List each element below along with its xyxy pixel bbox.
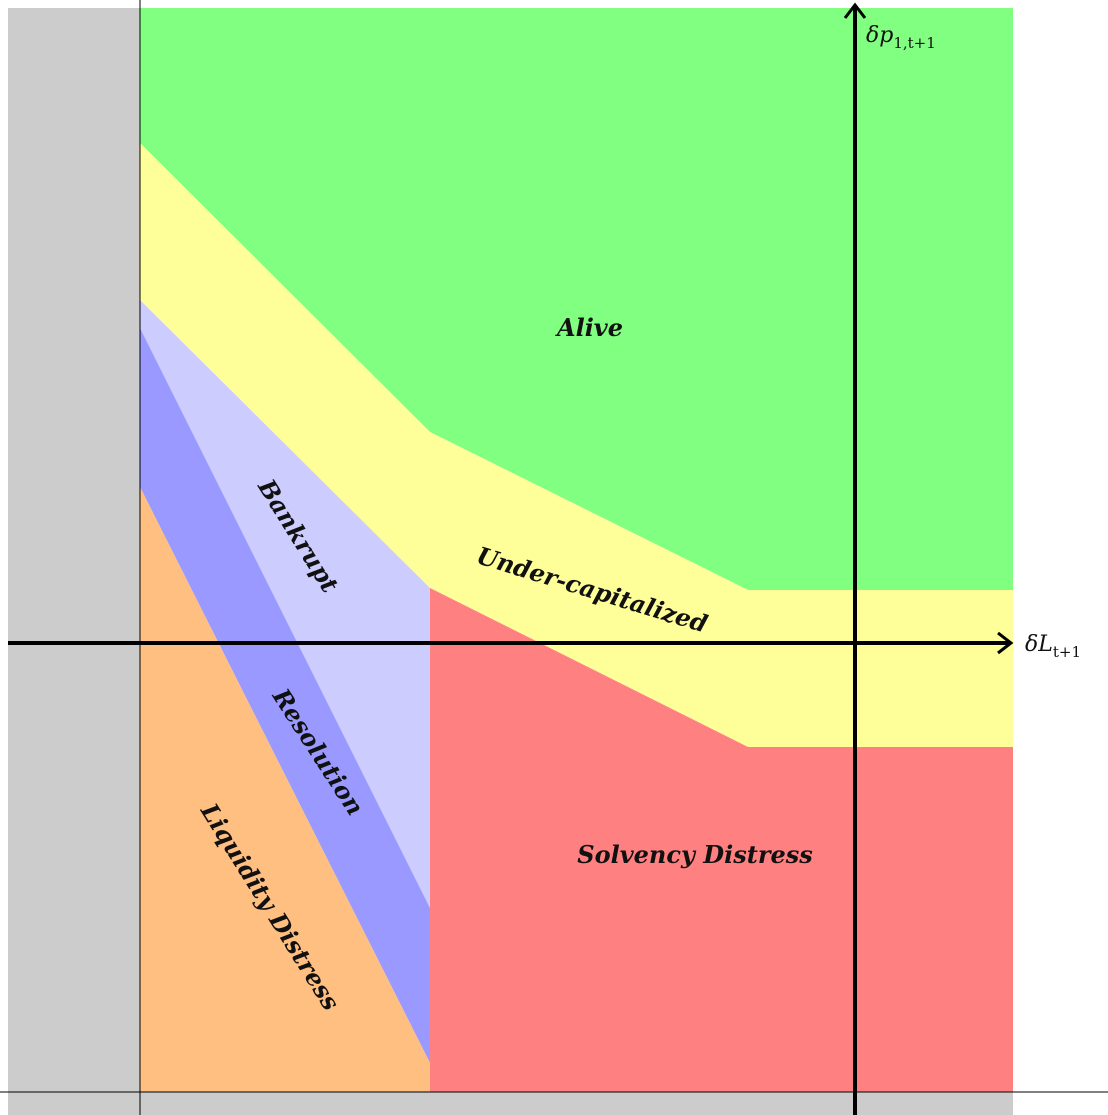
resolution-region [140, 328, 430, 1063]
x-axis-label: δLt+1 [1025, 632, 1081, 661]
left-strip [8, 8, 140, 1115]
solvency-distress-region [430, 588, 1013, 1092]
region-label: Alive [555, 313, 623, 342]
x-axis-symbol: δL [1025, 632, 1053, 657]
bottom-strip [8, 1092, 1013, 1115]
alive-region [140, 8, 1013, 590]
y-axis-subscript: 1,t+1 [893, 34, 935, 52]
bankrupt-region [140, 300, 430, 908]
x-arrowhead [997, 631, 1014, 655]
region-label: Solvency Distress [577, 840, 813, 869]
liquidity-distress-region [140, 487, 430, 1092]
under-capitalized-region [140, 143, 1013, 747]
x-axis-subscript: t+1 [1053, 643, 1081, 661]
y-axis-symbol: δp [866, 23, 893, 48]
y-axis-label: δp1,t+1 [866, 23, 936, 52]
y-arrowhead [843, 2, 867, 19]
